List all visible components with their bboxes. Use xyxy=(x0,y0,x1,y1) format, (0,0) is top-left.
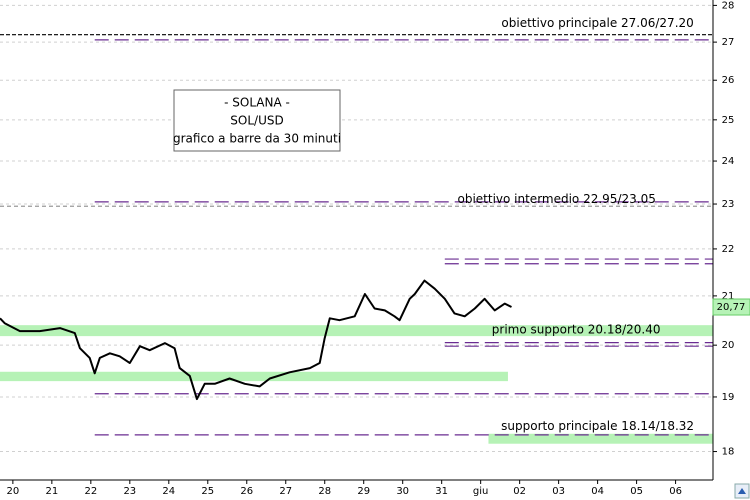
y-tick-label: 28 xyxy=(722,0,735,11)
y-tick-label: 18 xyxy=(722,447,735,458)
y-tick-label: 26 xyxy=(722,75,735,86)
annotation: primo supporto 20.18/20.40 xyxy=(492,323,661,337)
title-box: - SOLANA - SOL/USD grafico a barre da 30 m… xyxy=(173,89,341,152)
x-tick-label: 27 xyxy=(279,486,292,497)
x-tick-label: 25 xyxy=(201,486,214,497)
y-tick-label: 24 xyxy=(722,156,735,167)
y-tick-label: 21 xyxy=(722,291,735,302)
x-tick-label: 24 xyxy=(162,486,175,497)
title-line: grafico a barre da 30 minuti xyxy=(173,132,341,146)
y-tick-label: 23 xyxy=(722,199,735,210)
scroll-icon[interactable] xyxy=(734,483,750,499)
axes: 18 19 20 21 22 23 24 25 26 27 28 20 21 22 23 24 25 26 27 28… xyxy=(6,0,750,497)
x-tick-label: 04 xyxy=(591,486,604,497)
x-tick-label: 21 xyxy=(45,486,58,497)
price-line xyxy=(0,279,512,401)
y-tick-label: 19 xyxy=(722,392,735,403)
support-band xyxy=(488,433,713,444)
annotation: obiettivo principale 27.06/27.20 xyxy=(501,16,693,30)
scroll-arrow xyxy=(738,488,746,494)
x-tick-label: 05 xyxy=(630,486,643,497)
y-tick-label: 25 xyxy=(722,115,735,126)
x-tick-label: 28 xyxy=(318,486,331,497)
support-band xyxy=(0,371,508,382)
y-tick-label: 22 xyxy=(722,244,735,255)
x-tick-label: 02 xyxy=(513,486,526,497)
x-tick-label: 30 xyxy=(396,486,409,497)
y-tick-label: 20 xyxy=(722,340,735,351)
x-tick-label: 20 xyxy=(6,486,19,497)
x-tick-label: 29 xyxy=(357,486,370,497)
x-tick-label: 03 xyxy=(552,486,565,497)
annotation: supporto principale 18.14/18.32 xyxy=(501,419,694,433)
last-value-tag xyxy=(712,298,750,316)
plot-area: obiettivo principale 27.06/27.20 obiettiv… xyxy=(0,4,713,453)
title-line: - SOLANA - xyxy=(224,96,290,110)
support-band xyxy=(0,325,713,337)
x-tick-label: 31 xyxy=(435,486,448,497)
annotation: obiettivo intermedio 22.95/23.05 xyxy=(457,192,655,206)
x-tick-label: giu xyxy=(473,486,488,497)
x-tick-label: 23 xyxy=(123,486,136,497)
title-frame xyxy=(173,89,341,152)
x-tick-label: 06 xyxy=(669,486,682,497)
x-tick-label: 22 xyxy=(84,486,97,497)
y-tick-label: 27 xyxy=(722,37,735,48)
x-tick-label: 26 xyxy=(240,486,253,497)
last-value-label: 20,77 xyxy=(717,302,746,313)
title-line: SOL/USD xyxy=(230,114,283,128)
